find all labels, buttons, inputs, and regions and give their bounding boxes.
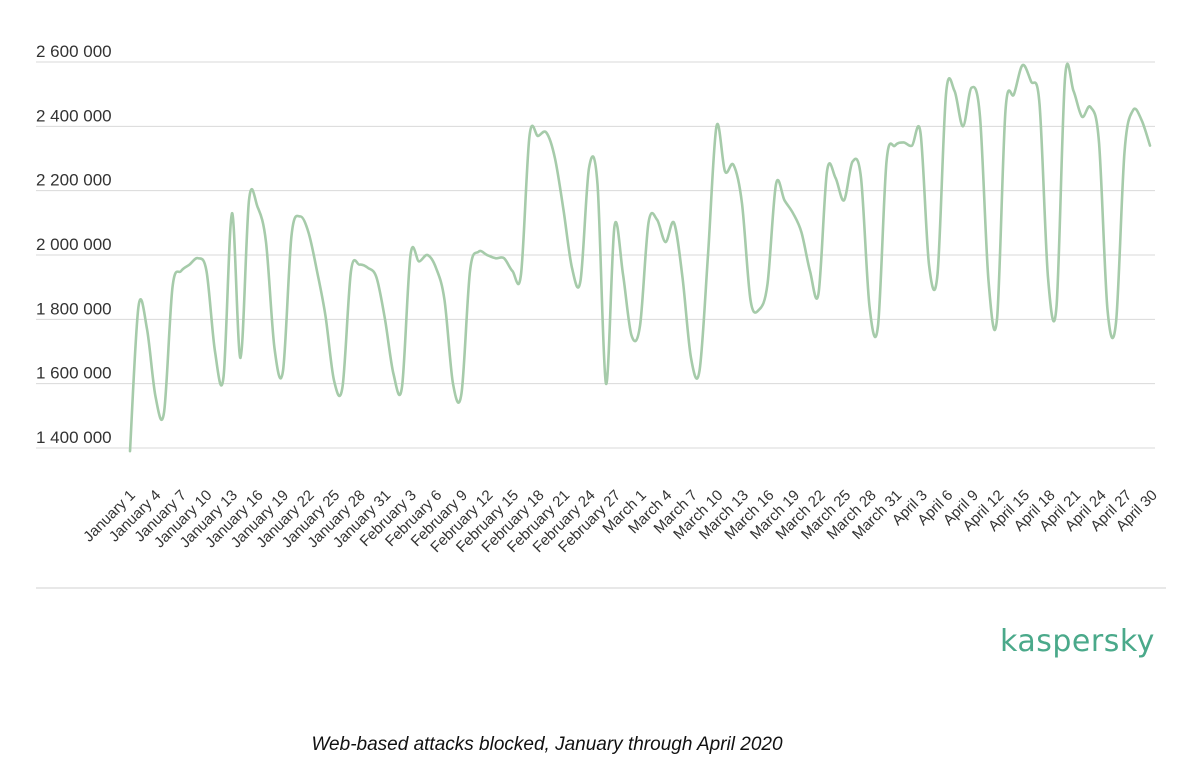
y-tick-label: 2 200 000 [36,171,112,190]
y-tick-label: 1 600 000 [36,364,112,383]
y-tick-label: 2 000 000 [36,235,112,254]
kaspersky-logo: kaspersky [1000,624,1155,659]
series-layer [128,62,1152,453]
y-tick-label: 2 400 000 [36,106,112,125]
y-axis-tick-labels: 1 400 000 1 600 000 1 800 000 2 000 000 2 20… [36,42,112,447]
y-tick-label: 2 600 000 [36,42,112,61]
series-line-0 [128,62,1152,453]
y-tick-label: 1 800 000 [36,299,112,318]
y-tick-label: 1 400 000 [36,428,112,447]
chart-caption: Web-based attacks blocked, January throu… [311,734,783,755]
